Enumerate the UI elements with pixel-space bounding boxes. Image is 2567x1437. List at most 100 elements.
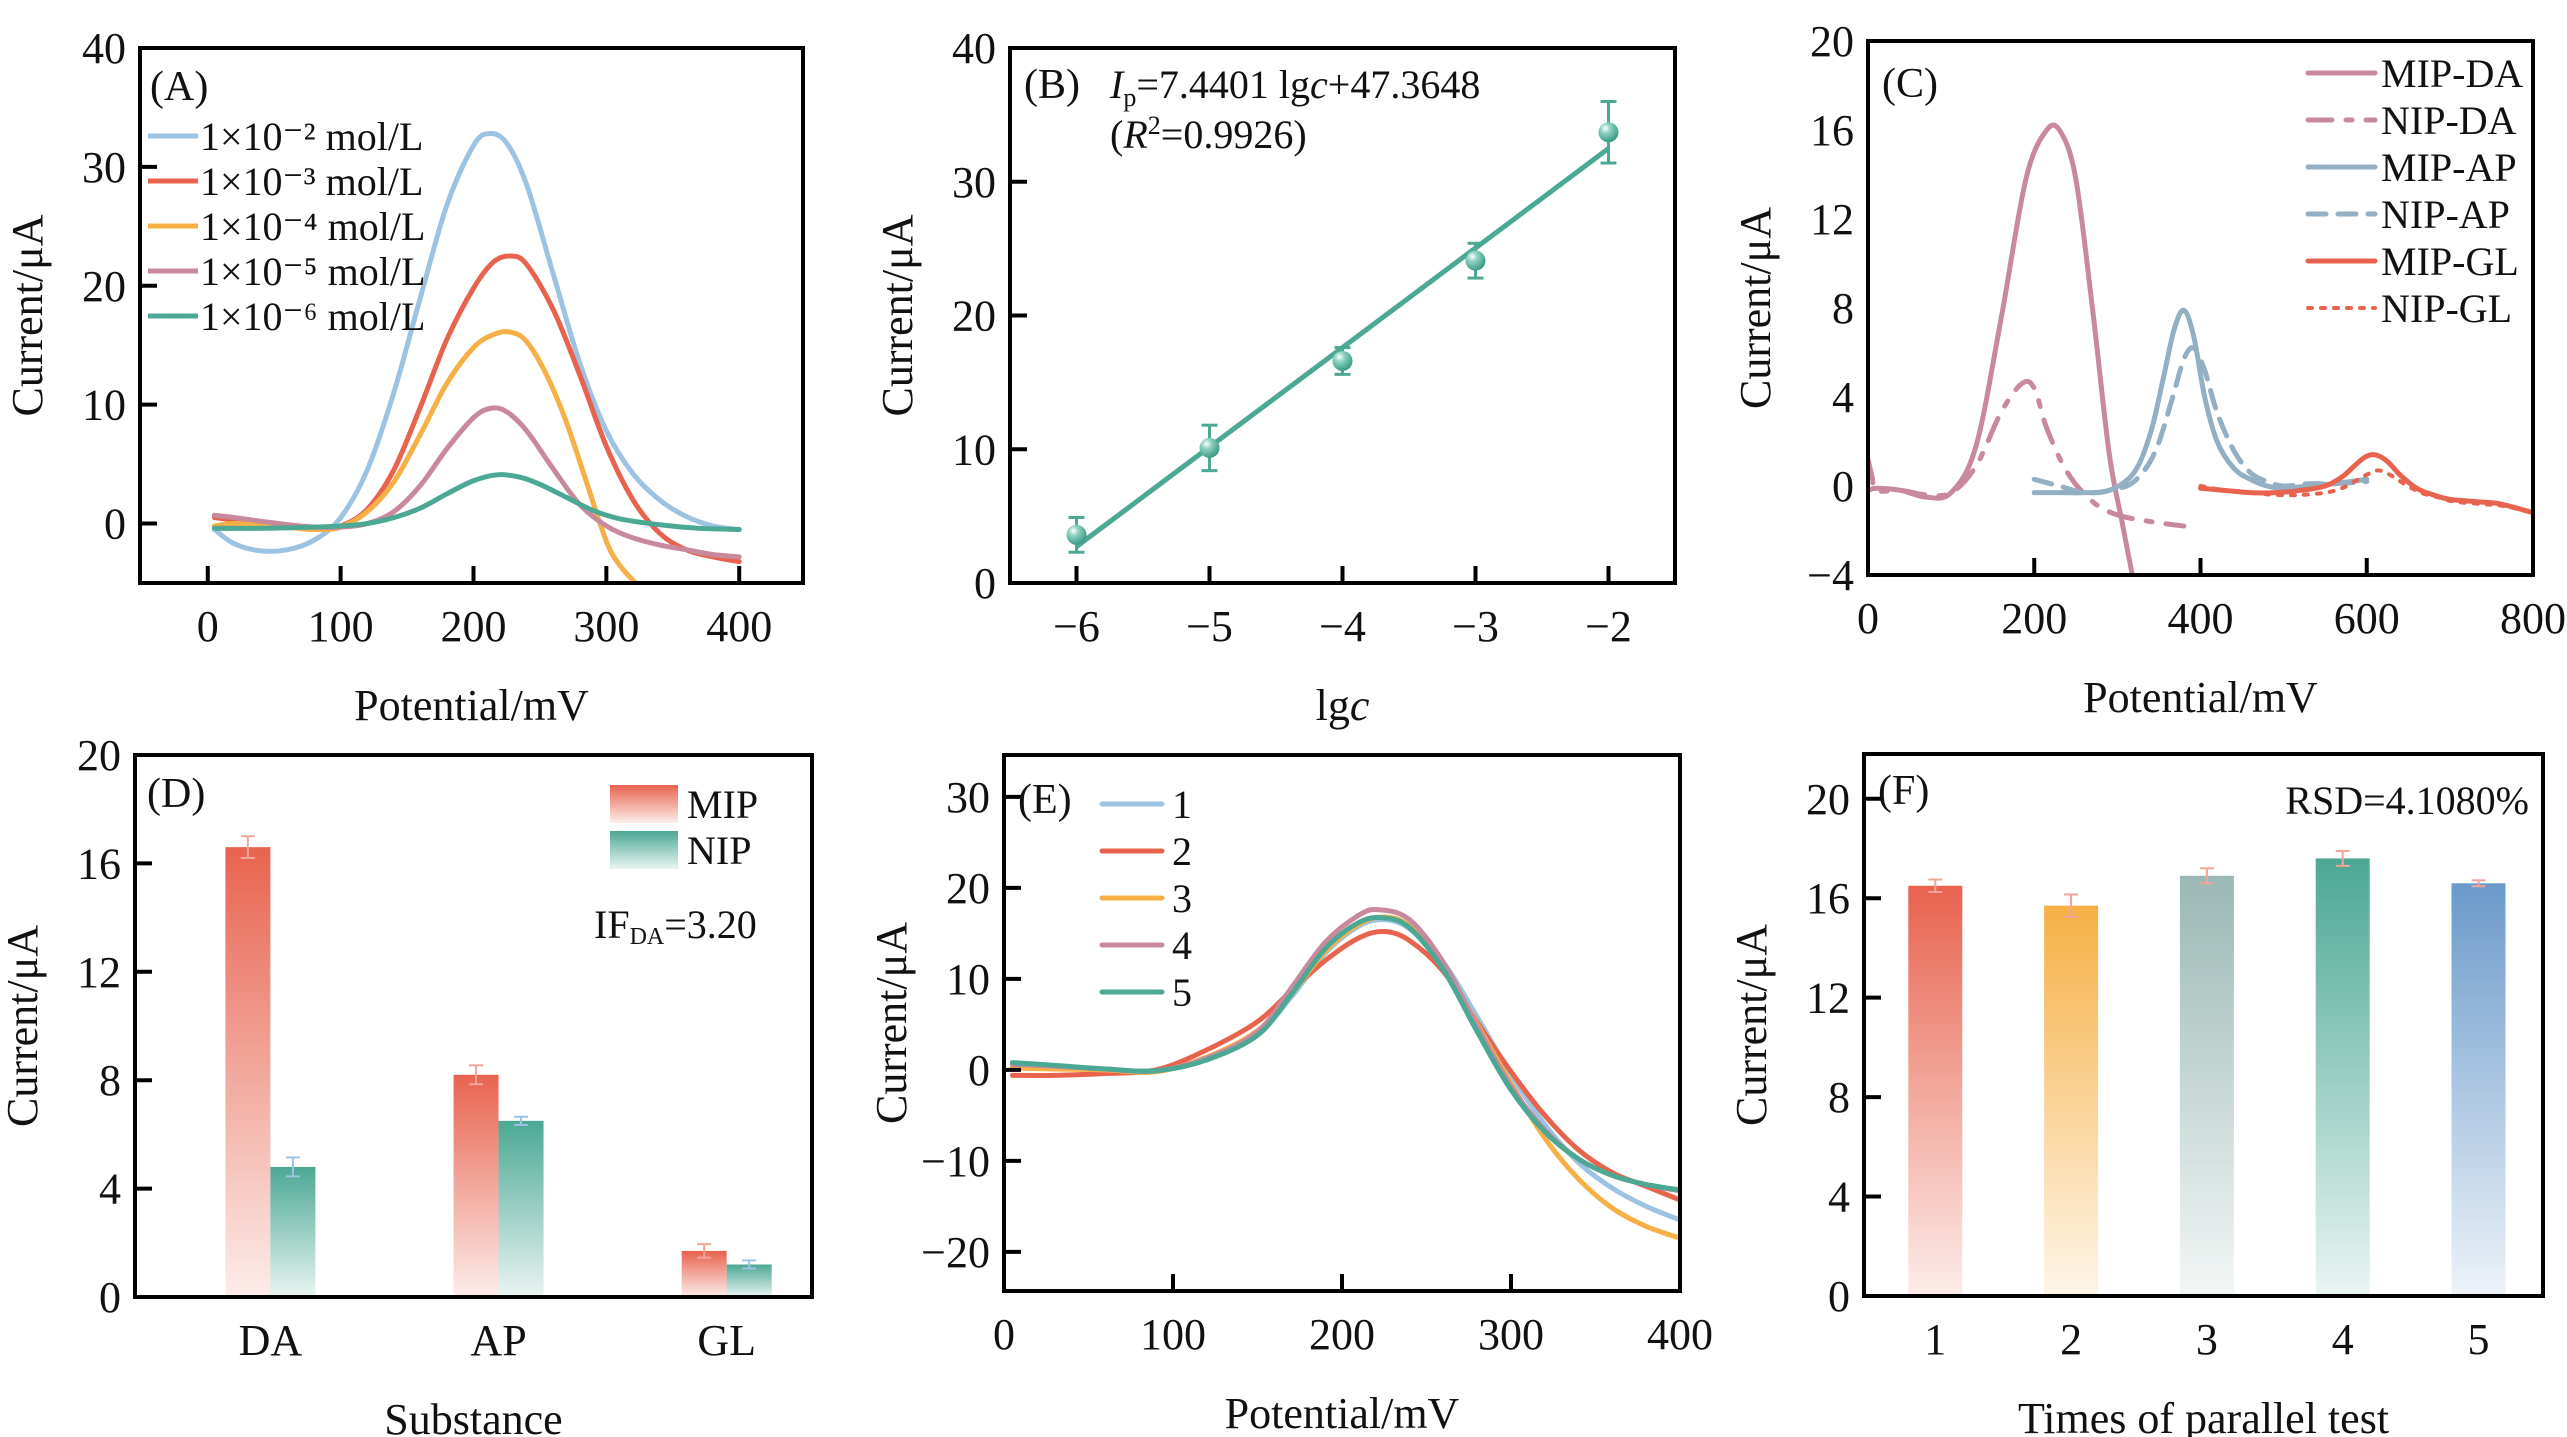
series-line-1 (211, 131, 742, 554)
bar-mip-ap (453, 1074, 499, 1297)
x-tick-label: 200 (1309, 1310, 1375, 1359)
x-tick-label: 400 (1647, 1310, 1713, 1359)
bar-test-1 (1908, 885, 1963, 1296)
y-tick-label: −4 (1807, 551, 1854, 600)
legend-label: NIP-DA (2381, 98, 2517, 143)
plot-frame (1862, 752, 2545, 1298)
x-tick-label: 200 (440, 602, 506, 651)
y-tick-label: 4 (99, 1165, 121, 1214)
equation-subscript: p (1123, 83, 1136, 112)
legend-label: 1 (1172, 782, 1192, 827)
series-group (1868, 122, 2533, 575)
data-point (1332, 350, 1353, 371)
legend-label: 3 (1172, 876, 1192, 921)
x-tick-label: 0 (197, 602, 219, 651)
y-tick-label: 8 (1832, 284, 1854, 333)
panel-d: DA AP GL 0 4 8 12 16 20 Substance Current/μA (D) MIP… (0, 731, 814, 1437)
series-line-nip-da (1868, 378, 2187, 529)
imprinting-factor-value: =3.20 (664, 902, 757, 947)
y-tick-label: 16 (77, 839, 121, 888)
y-tick-label: 30 (82, 143, 126, 192)
y-tick-label: 0 (1832, 462, 1854, 511)
y-tick-label: 20 (77, 731, 121, 780)
imprinting-factor: IFDA=3.20 (594, 902, 757, 950)
bar-mip-da (225, 847, 271, 1297)
y-axis-title: Current/μA (873, 214, 922, 416)
x-tick-label: DA (239, 1316, 303, 1365)
y-tick-label: 12 (1806, 974, 1850, 1023)
y-tick-label: 4 (1832, 373, 1854, 422)
y-tick-label: 8 (1828, 1073, 1850, 1122)
x-tick-label: 5 (2467, 1315, 2489, 1364)
x-tick-label: 600 (2334, 594, 2400, 643)
x-tick-label: −2 (1585, 602, 1632, 651)
r-squared-symbol: R (1122, 112, 1147, 157)
x-tick-label: GL (697, 1316, 756, 1365)
panel-label: (C) (1882, 61, 1938, 107)
bar-nip-da (270, 1166, 316, 1297)
x-tick-label: −5 (1186, 602, 1233, 651)
x-tick-label: 100 (308, 602, 374, 651)
legend-label: NIP-AP (2381, 192, 2510, 237)
x-tick-label: 200 (2001, 594, 2067, 643)
legend-label: NIP-GL (2381, 286, 2512, 331)
x-tick-label: 4 (2332, 1315, 2354, 1364)
x-tick-label: AP (470, 1316, 526, 1365)
x-tick-label: 800 (2500, 594, 2566, 643)
y-tick-label: 4 (1828, 1173, 1850, 1222)
data-point (1066, 524, 1087, 545)
x-tick-label: 300 (1478, 1310, 1544, 1359)
imprinting-factor-text: IF (594, 902, 630, 947)
bar-test-4 (2315, 858, 2370, 1296)
x-axis-title-text: lg (1316, 681, 1350, 730)
panel-label: (A) (150, 64, 208, 110)
legend-label: 1×10⁻⁵ mol/L (200, 249, 425, 294)
series-line-mip-ap (2031, 307, 2370, 496)
imprinting-factor-subscript: DA (630, 924, 665, 950)
y-tick-label: 0 (974, 559, 996, 608)
y-tick-label: 10 (82, 381, 126, 430)
x-axis-title: Times of parallel test (2018, 1394, 2389, 1437)
y-tick-label: 16 (1806, 874, 1850, 923)
y-tick-label: 20 (946, 864, 990, 913)
legend-swatch (610, 785, 678, 823)
bar-test-5 (2451, 883, 2506, 1296)
equation-text: =7.4401 lg (1136, 62, 1310, 107)
x-axis-title: Potential/mV (354, 681, 589, 730)
bar-test-3 (2179, 875, 2234, 1296)
x-tick-label: 300 (573, 602, 639, 651)
y-tick-label: 0 (1828, 1272, 1850, 1321)
x-tick-label: 400 (706, 602, 772, 651)
y-tick-label: 20 (1806, 775, 1850, 824)
series-line-nip-ap (2031, 345, 2370, 496)
y-axis-title: Current/μA (0, 925, 47, 1127)
x-tick-label: 100 (1140, 1310, 1206, 1359)
y-tick-label: 10 (946, 955, 990, 1004)
y-tick-label: 10 (952, 425, 996, 474)
data-point (1199, 437, 1220, 458)
panel-label: (D) (147, 771, 205, 817)
x-tick-label: 1 (1924, 1315, 1946, 1364)
rsd-annotation: RSD=4.1080% (2285, 778, 2529, 823)
x-tick-label: −4 (1319, 602, 1366, 651)
legend-label: 5 (1172, 970, 1192, 1015)
x-tick-label: −3 (1452, 602, 1499, 651)
legend-label: 1×10⁻⁴ mol/L (200, 204, 425, 249)
y-tick-label: 30 (952, 158, 996, 207)
legend-label: MIP-DA (2381, 51, 2523, 96)
y-tick-label: 40 (82, 24, 126, 73)
y-tick-label: 8 (99, 1056, 121, 1105)
plot-frame (133, 753, 814, 1299)
equation-variable: c (1310, 62, 1328, 107)
r-squared: (R2=0.9926) (1110, 111, 1307, 157)
x-axis-title-var: c (1350, 681, 1370, 730)
y-tick-label: 40 (952, 24, 996, 73)
y-axis-title: Current/μA (1727, 924, 1776, 1126)
legend-label: MIP-GL (2381, 239, 2519, 284)
series-line-3 (211, 329, 639, 583)
fit-equation: Ip=7.4401 lgc+47.3648 (1109, 62, 1480, 112)
bar-test-2 (2044, 905, 2099, 1296)
legend-label: NIP (687, 828, 751, 873)
